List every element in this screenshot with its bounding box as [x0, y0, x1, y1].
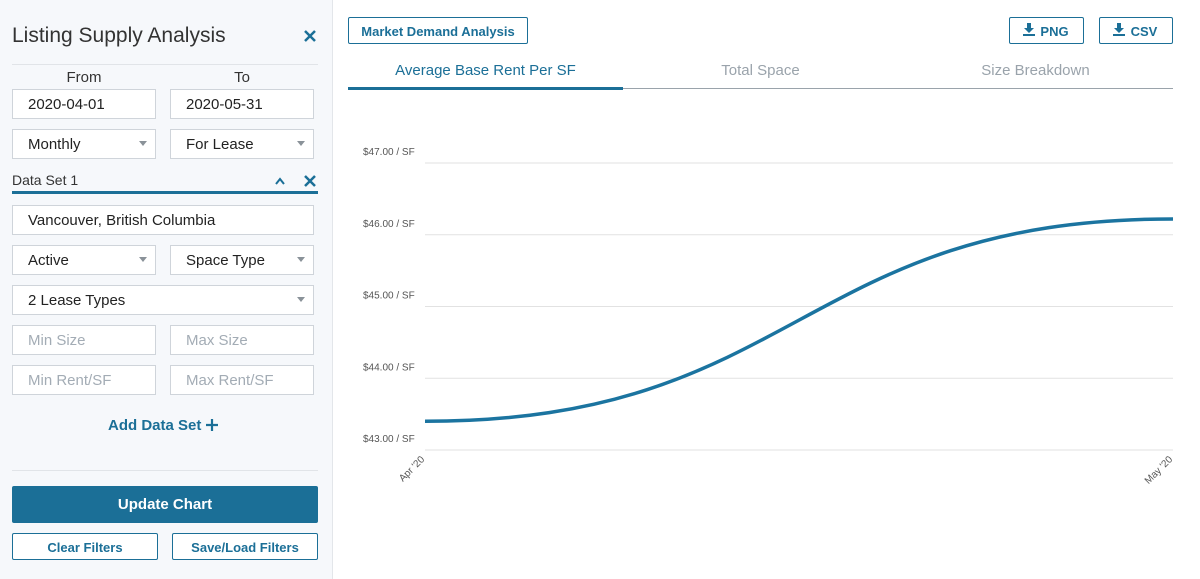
- to-label: To: [234, 69, 250, 86]
- data-set-label: Data Set 1: [12, 172, 79, 188]
- y-tick-label: $46.00 / SF: [363, 219, 415, 230]
- close-icon[interactable]: [304, 30, 316, 42]
- min-rent-input[interactable]: Min Rent/SF: [12, 365, 156, 395]
- chart: $43.00 / SF $44.00 / SF $45.00 / SF $46.00 …: [363, 147, 1176, 487]
- status-select[interactable]: Active: [12, 245, 156, 275]
- market-demand-button[interactable]: Market Demand Analysis: [348, 17, 528, 44]
- data-set-icons[interactable]: [274, 175, 318, 187]
- from-label: From: [66, 69, 102, 86]
- active-tab-indicator: [348, 87, 623, 90]
- space-type-select[interactable]: Space Type: [170, 245, 314, 275]
- clear-filters-button[interactable]: Clear Filters: [12, 533, 158, 560]
- tab[interactable]: Total Space: [721, 62, 800, 79]
- sidebar: Listing Supply Analysis From To 2020-04-…: [0, 0, 333, 579]
- sidebar-title: Listing Supply Analysis: [12, 24, 226, 47]
- min-size-input[interactable]: Min Size: [12, 325, 156, 355]
- y-tick-label: $47.00 / SF: [363, 147, 415, 158]
- max-rent-input[interactable]: Max Rent/SF: [170, 365, 314, 395]
- y-tick-label: $43.00 / SF: [363, 434, 415, 445]
- lease-types-select[interactable]: 2 Lease Types: [12, 285, 314, 315]
- tab[interactable]: Size Breakdown: [981, 62, 1090, 79]
- y-tick-label: $44.00 / SF: [363, 362, 415, 373]
- from-date[interactable]: 2020-04-01: [12, 89, 156, 119]
- location-input[interactable]: Vancouver, British Columbia: [12, 205, 314, 235]
- update-chart-button[interactable]: Update Chart: [12, 486, 318, 523]
- csv-button[interactable]: CSV: [1099, 17, 1173, 44]
- add-data-set[interactable]: Add Data Set: [108, 417, 202, 434]
- listing-type-select[interactable]: For Lease: [170, 129, 314, 159]
- data-line: [424, 217, 1174, 424]
- y-tick-label: $45.00 / SF: [363, 291, 415, 302]
- download-icons: [1023, 23, 1125, 36]
- x-tick-label: Apr '20: [397, 454, 427, 484]
- png-button[interactable]: PNG: [1009, 17, 1084, 44]
- to-date[interactable]: 2020-05-31: [170, 89, 314, 119]
- interval-select[interactable]: Monthly: [12, 129, 156, 159]
- save-load-button[interactable]: Save/Load Filters: [172, 533, 318, 560]
- max-size-input[interactable]: Max Size: [170, 325, 314, 355]
- x-tick-label: May '20: [1143, 454, 1176, 487]
- tab[interactable]: Average Base Rent Per SF: [395, 62, 576, 79]
